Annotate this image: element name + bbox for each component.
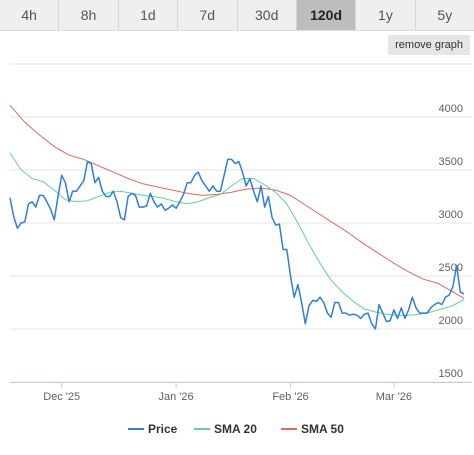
y-tick-label: 2000: [439, 315, 463, 327]
x-tick-label: Dec '25: [43, 391, 80, 403]
remove-graph-button[interactable]: remove graph: [388, 35, 470, 55]
time-range-selector: 4h 8h 1d 7d 30d 120d 1y 5y: [0, 0, 474, 31]
legend-label: Price: [148, 422, 178, 436]
legend-label: SMA 50: [301, 422, 344, 436]
range-tab-7d[interactable]: 7d: [178, 0, 238, 30]
legend-item-price[interactable]: Price: [128, 422, 178, 436]
legend-item-sma-20[interactable]: SMA 20: [194, 422, 257, 436]
legend-label: SMA 20: [214, 422, 257, 436]
x-tick-label: Jan '26: [159, 391, 194, 403]
y-tick-label: 3500: [439, 156, 463, 168]
x-tick-label: Feb '26: [272, 391, 308, 403]
range-tab-30d[interactable]: 30d: [238, 0, 297, 30]
range-tab-8h[interactable]: 8h: [59, 0, 119, 30]
x-tick-label: Mar '26: [376, 391, 412, 403]
y-tick-label: 1500: [439, 368, 463, 380]
y-tick-label: 4000: [439, 103, 463, 115]
y-tick-label: 3000: [439, 209, 463, 221]
range-tab-120d[interactable]: 120d: [296, 0, 357, 30]
range-tab-1y[interactable]: 1y: [356, 0, 416, 30]
range-tab-5y[interactable]: 5y: [437, 7, 453, 23]
series-line-sma-20: [9, 152, 465, 316]
range-tab-1d[interactable]: 1d: [119, 0, 179, 30]
legend-item-sma-50[interactable]: SMA 50: [281, 422, 344, 436]
y-tick-label: 2500: [439, 262, 463, 274]
series-line-price: [9, 158, 465, 330]
range-tab-4h[interactable]: 4h: [0, 0, 60, 30]
series-line-sma-50: [9, 104, 465, 299]
